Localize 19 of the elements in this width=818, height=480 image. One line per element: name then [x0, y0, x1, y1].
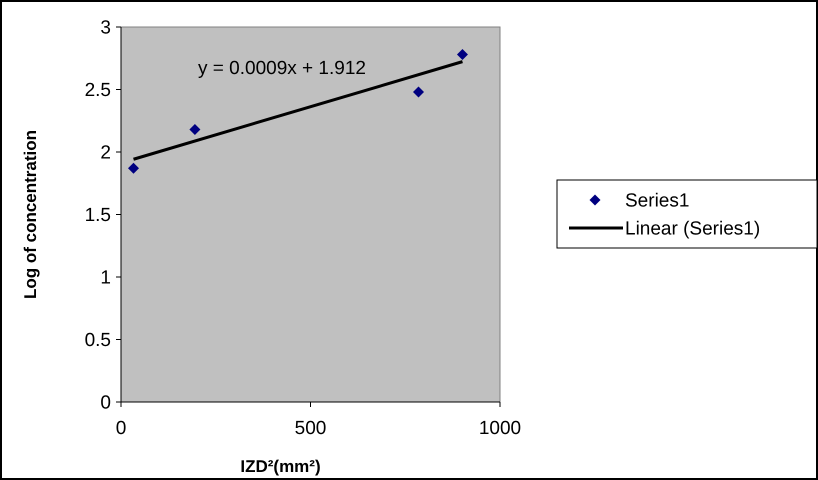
annotation: y = 0.0009x + 1.912 — [198, 58, 366, 79]
x-axis-title: IZD²(mm²) — [240, 457, 321, 476]
y-tick-label: 2.5 — [84, 80, 111, 102]
point — [456, 49, 468, 60]
legend-label: Series1 — [625, 190, 690, 212]
x-tick-label: 0 — [116, 418, 126, 439]
y-tick-label: 3 — [100, 18, 111, 39]
legend-label: Linear (Series1) — [625, 218, 760, 240]
y-tick-label: 0.5 — [84, 330, 111, 352]
point — [189, 124, 200, 135]
x-tick-label: 1000 — [478, 418, 522, 439]
x-tick-label: 500 — [294, 418, 326, 439]
y-tick-label: 2 — [100, 142, 111, 164]
point — [128, 162, 140, 174]
y-tick-label: 1.5 — [84, 205, 111, 226]
y-axis-title: Log of concentration — [21, 130, 40, 300]
y-tick-label: 1 — [100, 268, 111, 289]
y-tick-label: 0 — [100, 392, 111, 414]
point — [413, 86, 424, 98]
